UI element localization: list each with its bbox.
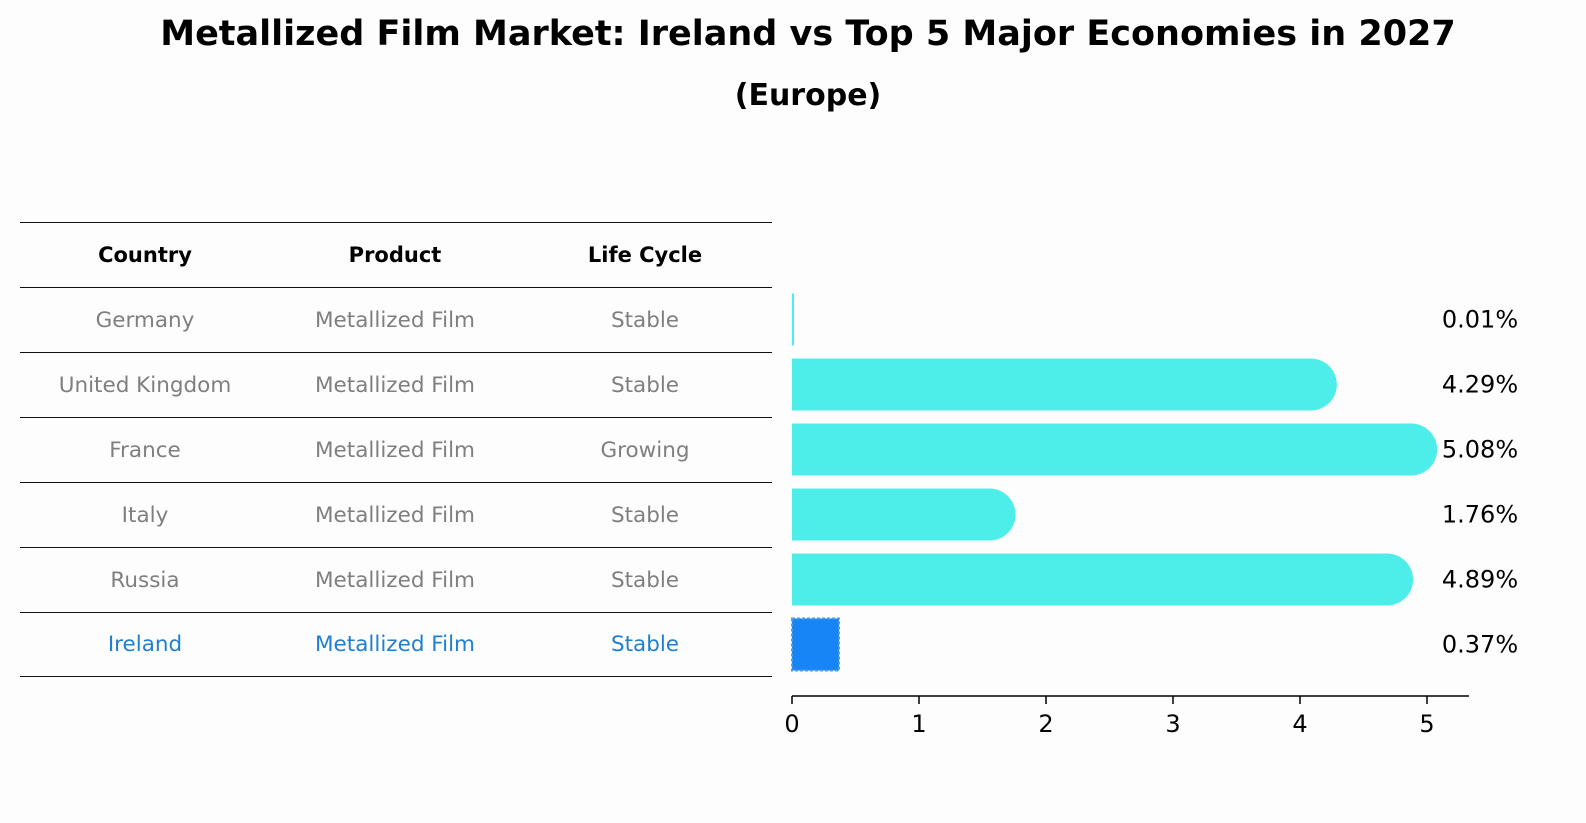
value-label: 1.76% xyxy=(1442,501,1518,529)
chart-subtitle: (Europe) xyxy=(734,78,882,113)
x-tick-label: 0 xyxy=(784,710,799,738)
data-table: Country Product Life Cycle Germany Metal… xyxy=(20,222,772,677)
x-tick-label: 1 xyxy=(911,710,926,738)
value-label: 4.29% xyxy=(1442,371,1518,399)
table-row: United Kingdom Metallized Film Stable xyxy=(20,352,772,417)
table-header-row: Country Product Life Cycle xyxy=(20,222,772,287)
life-cycle-cell: Stable xyxy=(610,567,680,593)
header-country: Country xyxy=(98,243,192,267)
x-tick-label: 5 xyxy=(1419,710,1434,738)
header-life-cycle: Life Cycle xyxy=(587,243,703,267)
product-cell: Metallized Film xyxy=(315,307,475,333)
header-product: Product xyxy=(348,243,442,267)
product-cell: Metallized Film xyxy=(315,437,475,463)
bar-russia xyxy=(792,553,1414,606)
x-tick-label: 2 xyxy=(1038,710,1053,738)
product-cell: Metallized Film xyxy=(315,567,475,593)
product-cell: Metallized Film xyxy=(315,372,475,398)
table-row-highlight: Ireland Metallized Film Stable xyxy=(20,612,772,677)
product-cell: Metallized Film xyxy=(315,632,475,657)
value-label: 5.08% xyxy=(1442,436,1518,464)
bar-germany xyxy=(792,293,794,346)
life-cycle-cell: Growing xyxy=(600,437,690,463)
life-cycle-cell: Stable xyxy=(610,372,680,398)
value-label: 0.01% xyxy=(1442,306,1518,334)
country-cell: Italy xyxy=(121,502,169,528)
product-cell: Metallized Film xyxy=(315,502,475,528)
table-row: Italy Metallized Film Stable xyxy=(20,482,772,547)
bar-italy xyxy=(792,488,1016,541)
x-tick-label: 4 xyxy=(1292,710,1307,738)
country-cell: France xyxy=(109,437,181,463)
life-cycle-cell: Stable xyxy=(610,502,680,528)
chart-title: Metallized Film Market: Ireland vs Top 5… xyxy=(160,14,1456,54)
table-row: Russia Metallized Film Stable xyxy=(20,547,772,612)
country-cell: Ireland xyxy=(107,632,183,657)
value-label: 4.89% xyxy=(1442,566,1518,594)
country-cell: Germany xyxy=(95,307,195,333)
bar-ireland xyxy=(791,617,840,672)
table-row: France Metallized Film Growing xyxy=(20,417,772,482)
bar-france xyxy=(792,423,1438,476)
table-row: Germany Metallized Film Stable xyxy=(20,287,772,352)
x-tick-label: 3 xyxy=(1165,710,1180,738)
bar-united-kingdom xyxy=(792,358,1337,411)
country-cell: United Kingdom xyxy=(58,372,232,398)
life-cycle-cell: Stable xyxy=(610,632,680,657)
country-cell: Russia xyxy=(110,567,180,593)
value-label: 0.37% xyxy=(1442,631,1518,659)
life-cycle-cell: Stable xyxy=(610,307,680,333)
